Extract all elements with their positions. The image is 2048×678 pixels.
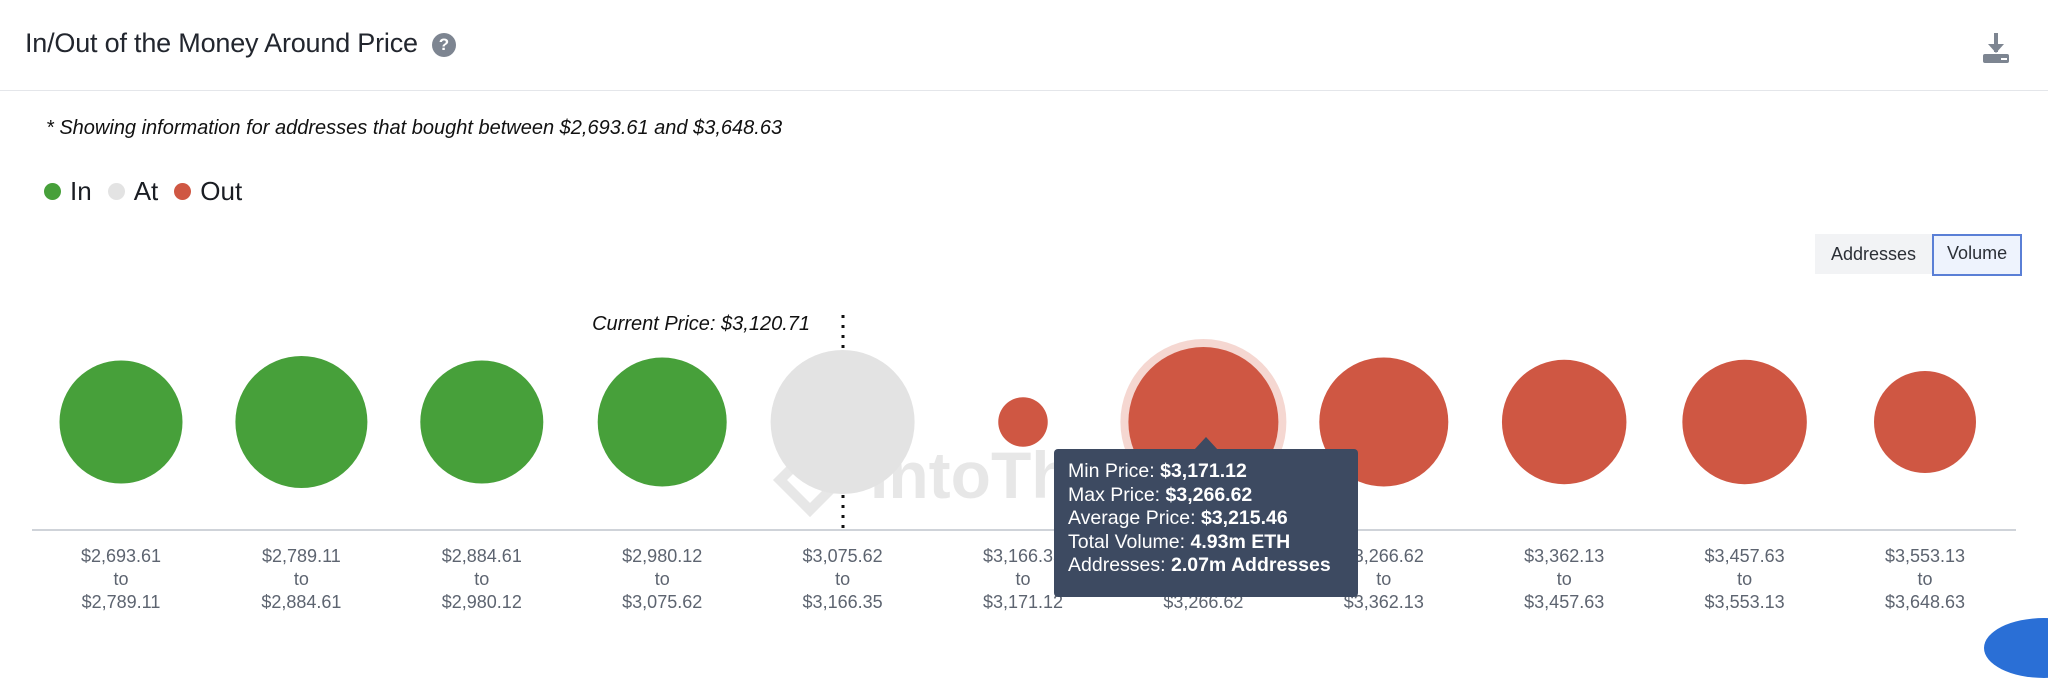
chart-header: In/Out of the Money Around Price ? — [0, 0, 2048, 91]
tick-label-from: $2,884.61 — [442, 546, 522, 566]
range-note: * Showing information for addresses that… — [46, 117, 783, 139]
current-price-label: Current Price: $3,120.71 — [592, 313, 810, 335]
tick-label-from: $3,266.62 — [1344, 546, 1424, 566]
tick-label-from: $3,362.13 — [1524, 546, 1604, 566]
tick-label-to-value: $2,884.61 — [261, 592, 341, 612]
tick-label-to: to — [1376, 569, 1391, 589]
bubble-tooltip: Min Price: $3,171.12 Max Price: $3,266.6… — [1054, 449, 1358, 597]
tooltip-addr-row: Addresses: 2.07m Addresses — [1068, 554, 1344, 578]
tick-label-to-value: $3,553.13 — [1705, 592, 1785, 612]
tick-label-to-value: $3,171.12 — [983, 592, 1063, 612]
tooltip-arrow — [1194, 437, 1218, 450]
page-title: In/Out of the Money Around Price — [25, 28, 418, 58]
legend: In At Out — [44, 176, 258, 206]
volume-button[interactable]: Volume — [1932, 234, 2023, 276]
tick-label-to: to — [113, 569, 128, 589]
legend-item-out[interactable]: Out — [174, 176, 242, 207]
tick-label-to-value: $3,457.63 — [1524, 592, 1604, 612]
tick-label-to: to — [655, 569, 670, 589]
tick-label-to-value: $3,166.35 — [803, 592, 883, 612]
bubble-in[interactable] — [597, 357, 727, 487]
tick-label-to-value: $3,648.63 — [1885, 592, 1965, 612]
tick-label-from: $3,457.63 — [1705, 546, 1785, 566]
legend-dot-at — [107, 182, 125, 200]
tick-label-to-value: $2,789.11 — [82, 592, 161, 612]
tooltip-vol-label: Total Volume: — [1068, 530, 1186, 553]
tooltip-avg-value: $3,215.46 — [1200, 507, 1288, 530]
tick-label-from: $2,693.61 — [81, 546, 161, 566]
addresses-button[interactable]: Addresses — [1815, 234, 1933, 274]
tooltip-vol-row: Total Volume: 4.93m ETH — [1068, 531, 1344, 555]
tooltip-max-row: Max Price: $3,266.62 — [1068, 484, 1344, 508]
legend-dot-out — [174, 182, 192, 200]
legend-label-in: In — [70, 175, 92, 206]
tooltip-vol-value: 4.93m ETH — [1190, 530, 1291, 553]
download-icon[interactable] — [1976, 28, 2016, 68]
bubble-out[interactable] — [1682, 359, 1807, 485]
bubble-out[interactable] — [1874, 371, 1976, 473]
bubble-out[interactable] — [998, 397, 1048, 447]
tooltip-min-label: Min Price: — [1068, 460, 1155, 482]
tick-label-from: $2,789.11 — [262, 546, 341, 566]
tick-label-to-value: $3,362.13 — [1344, 592, 1424, 612]
bubble-in[interactable] — [235, 356, 368, 488]
help-icon[interactable]: ? — [432, 33, 456, 57]
tick-label-to-value: $3,266.62 — [1163, 592, 1243, 612]
tooltip-avg-label: Average Price: — [1068, 507, 1196, 530]
tick-label-from: $3,075.62 — [803, 546, 883, 566]
tooltip-min-value: $3,171.12 — [1160, 460, 1247, 482]
metric-toggle: Addresses Volume — [1815, 234, 2023, 276]
bubble-at[interactable] — [770, 350, 915, 494]
tooltip-addr-value: 2.07m Addresses — [1170, 554, 1331, 577]
tick-label-to-value: $2,980.12 — [442, 592, 522, 612]
legend-label-at: At — [133, 175, 159, 206]
legend-dot-in — [44, 182, 61, 200]
tooltip-max-label: Max Price: — [1068, 483, 1161, 506]
tooltip-max-value: $3,266.62 — [1165, 483, 1253, 506]
bubble-chart: IntoThe Current Price: $3,120.71 $2,693.… — [32, 313, 2016, 612]
tick-label-from: $3,166.35 — [983, 546, 1063, 566]
tick-label-to: to — [1015, 569, 1030, 589]
legend-item-in[interactable]: In — [44, 176, 92, 207]
tick-label-to: to — [1557, 569, 1572, 589]
legend-item-at[interactable]: At — [107, 175, 159, 207]
bubble-out[interactable] — [1501, 359, 1627, 485]
tick-label-to: to — [1917, 569, 1932, 589]
tick-label-to: to — [474, 569, 489, 589]
tick-label-from: $2,980.12 — [622, 546, 702, 566]
tick-label-to-value: $3,075.62 — [622, 592, 702, 612]
legend-label-out: Out — [200, 175, 243, 206]
tooltip-addr-label: Addresses: — [1068, 554, 1166, 577]
tick-label-to: to — [294, 569, 309, 589]
bubble-in[interactable] — [59, 360, 183, 484]
tick-label-to: to — [835, 569, 850, 589]
tooltip-avg-row: Average Price: $3,215.46 — [1068, 507, 1344, 531]
tick-label-to: to — [1737, 569, 1752, 589]
tooltip-min-row: Min Price: $3,171.12 — [1068, 460, 1344, 484]
tick-label-from: $3,553.13 — [1885, 546, 1965, 566]
bubble-in[interactable] — [420, 360, 544, 484]
